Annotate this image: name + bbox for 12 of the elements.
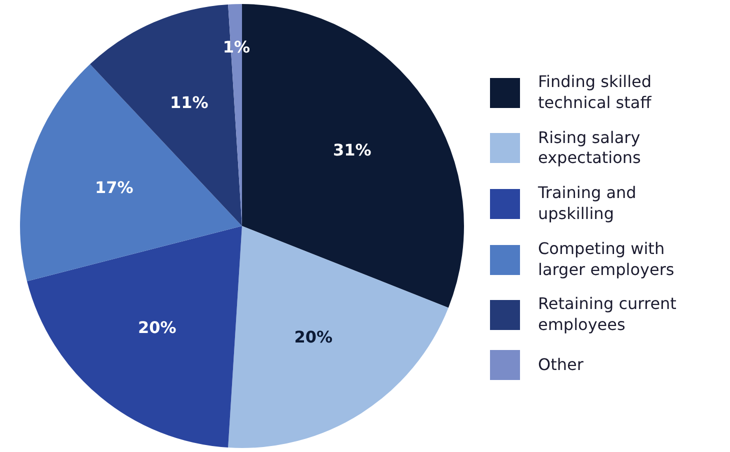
legend-label: Training and upskilling [538,183,638,225]
data-label: 11% [170,92,208,112]
legend-label: Other [538,354,584,376]
legend-label: Competing with larger employers [538,238,676,280]
data-label: 1% [222,38,250,57]
legend-label: Retaining current employees [538,294,678,336]
data-label: 20% [138,318,176,337]
legend-label: Rising salary expectations [538,128,642,170]
data-label: 17% [94,178,134,197]
data-label: 31% [333,140,372,160]
data-label: 20% [294,328,333,347]
legend-label: Finding skilled technical staff [538,72,653,114]
